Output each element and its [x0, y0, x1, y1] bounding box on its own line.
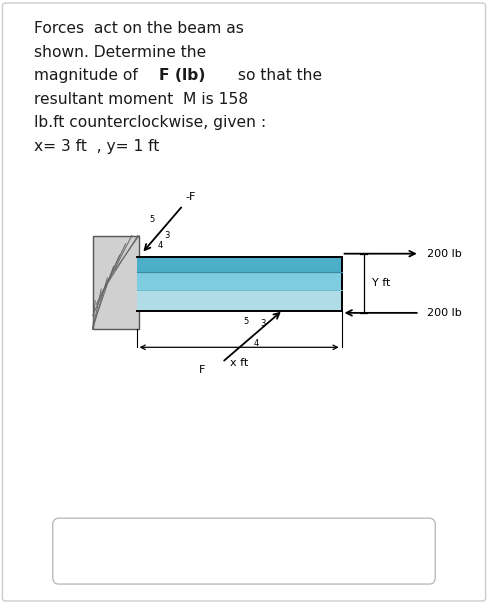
- Text: F (lb): F (lb): [159, 68, 205, 83]
- Text: 200 lb: 200 lb: [427, 308, 462, 318]
- Text: magnitude of: magnitude of: [34, 68, 143, 83]
- FancyBboxPatch shape: [53, 518, 435, 584]
- Bar: [93, 236, 139, 329]
- Text: x ft: x ft: [230, 358, 248, 368]
- Text: Forces  act on the beam as: Forces act on the beam as: [34, 21, 244, 36]
- Text: 3: 3: [260, 320, 265, 329]
- Text: -F: -F: [185, 192, 196, 202]
- Text: 200 lb: 200 lb: [427, 249, 462, 259]
- Text: x= 3 ft  , y= 1 ft: x= 3 ft , y= 1 ft: [34, 139, 160, 154]
- Text: resultant moment  M is 158: resultant moment M is 158: [34, 92, 248, 107]
- Bar: [137, 257, 342, 272]
- Text: 4: 4: [253, 339, 259, 348]
- Text: so that the: so that the: [233, 68, 323, 83]
- Bar: [137, 272, 342, 290]
- Text: 5: 5: [149, 215, 155, 224]
- Text: 4: 4: [158, 241, 163, 250]
- FancyBboxPatch shape: [2, 3, 486, 601]
- Text: shown. Determine the: shown. Determine the: [34, 45, 206, 60]
- Text: Y ft: Y ft: [372, 278, 390, 288]
- Text: 5: 5: [244, 317, 249, 326]
- Bar: [137, 290, 342, 311]
- Text: F: F: [199, 365, 206, 376]
- Text: lb.ft counterclockwise, given :: lb.ft counterclockwise, given :: [34, 115, 266, 130]
- Text: 3: 3: [164, 231, 169, 240]
